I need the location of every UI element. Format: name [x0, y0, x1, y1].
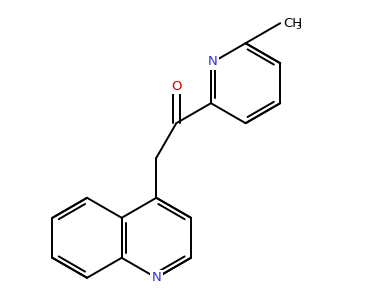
Text: O: O [171, 80, 182, 93]
Text: CH: CH [283, 17, 302, 30]
Text: 3: 3 [295, 22, 301, 31]
Text: N: N [151, 271, 161, 284]
Text: N: N [207, 55, 217, 68]
